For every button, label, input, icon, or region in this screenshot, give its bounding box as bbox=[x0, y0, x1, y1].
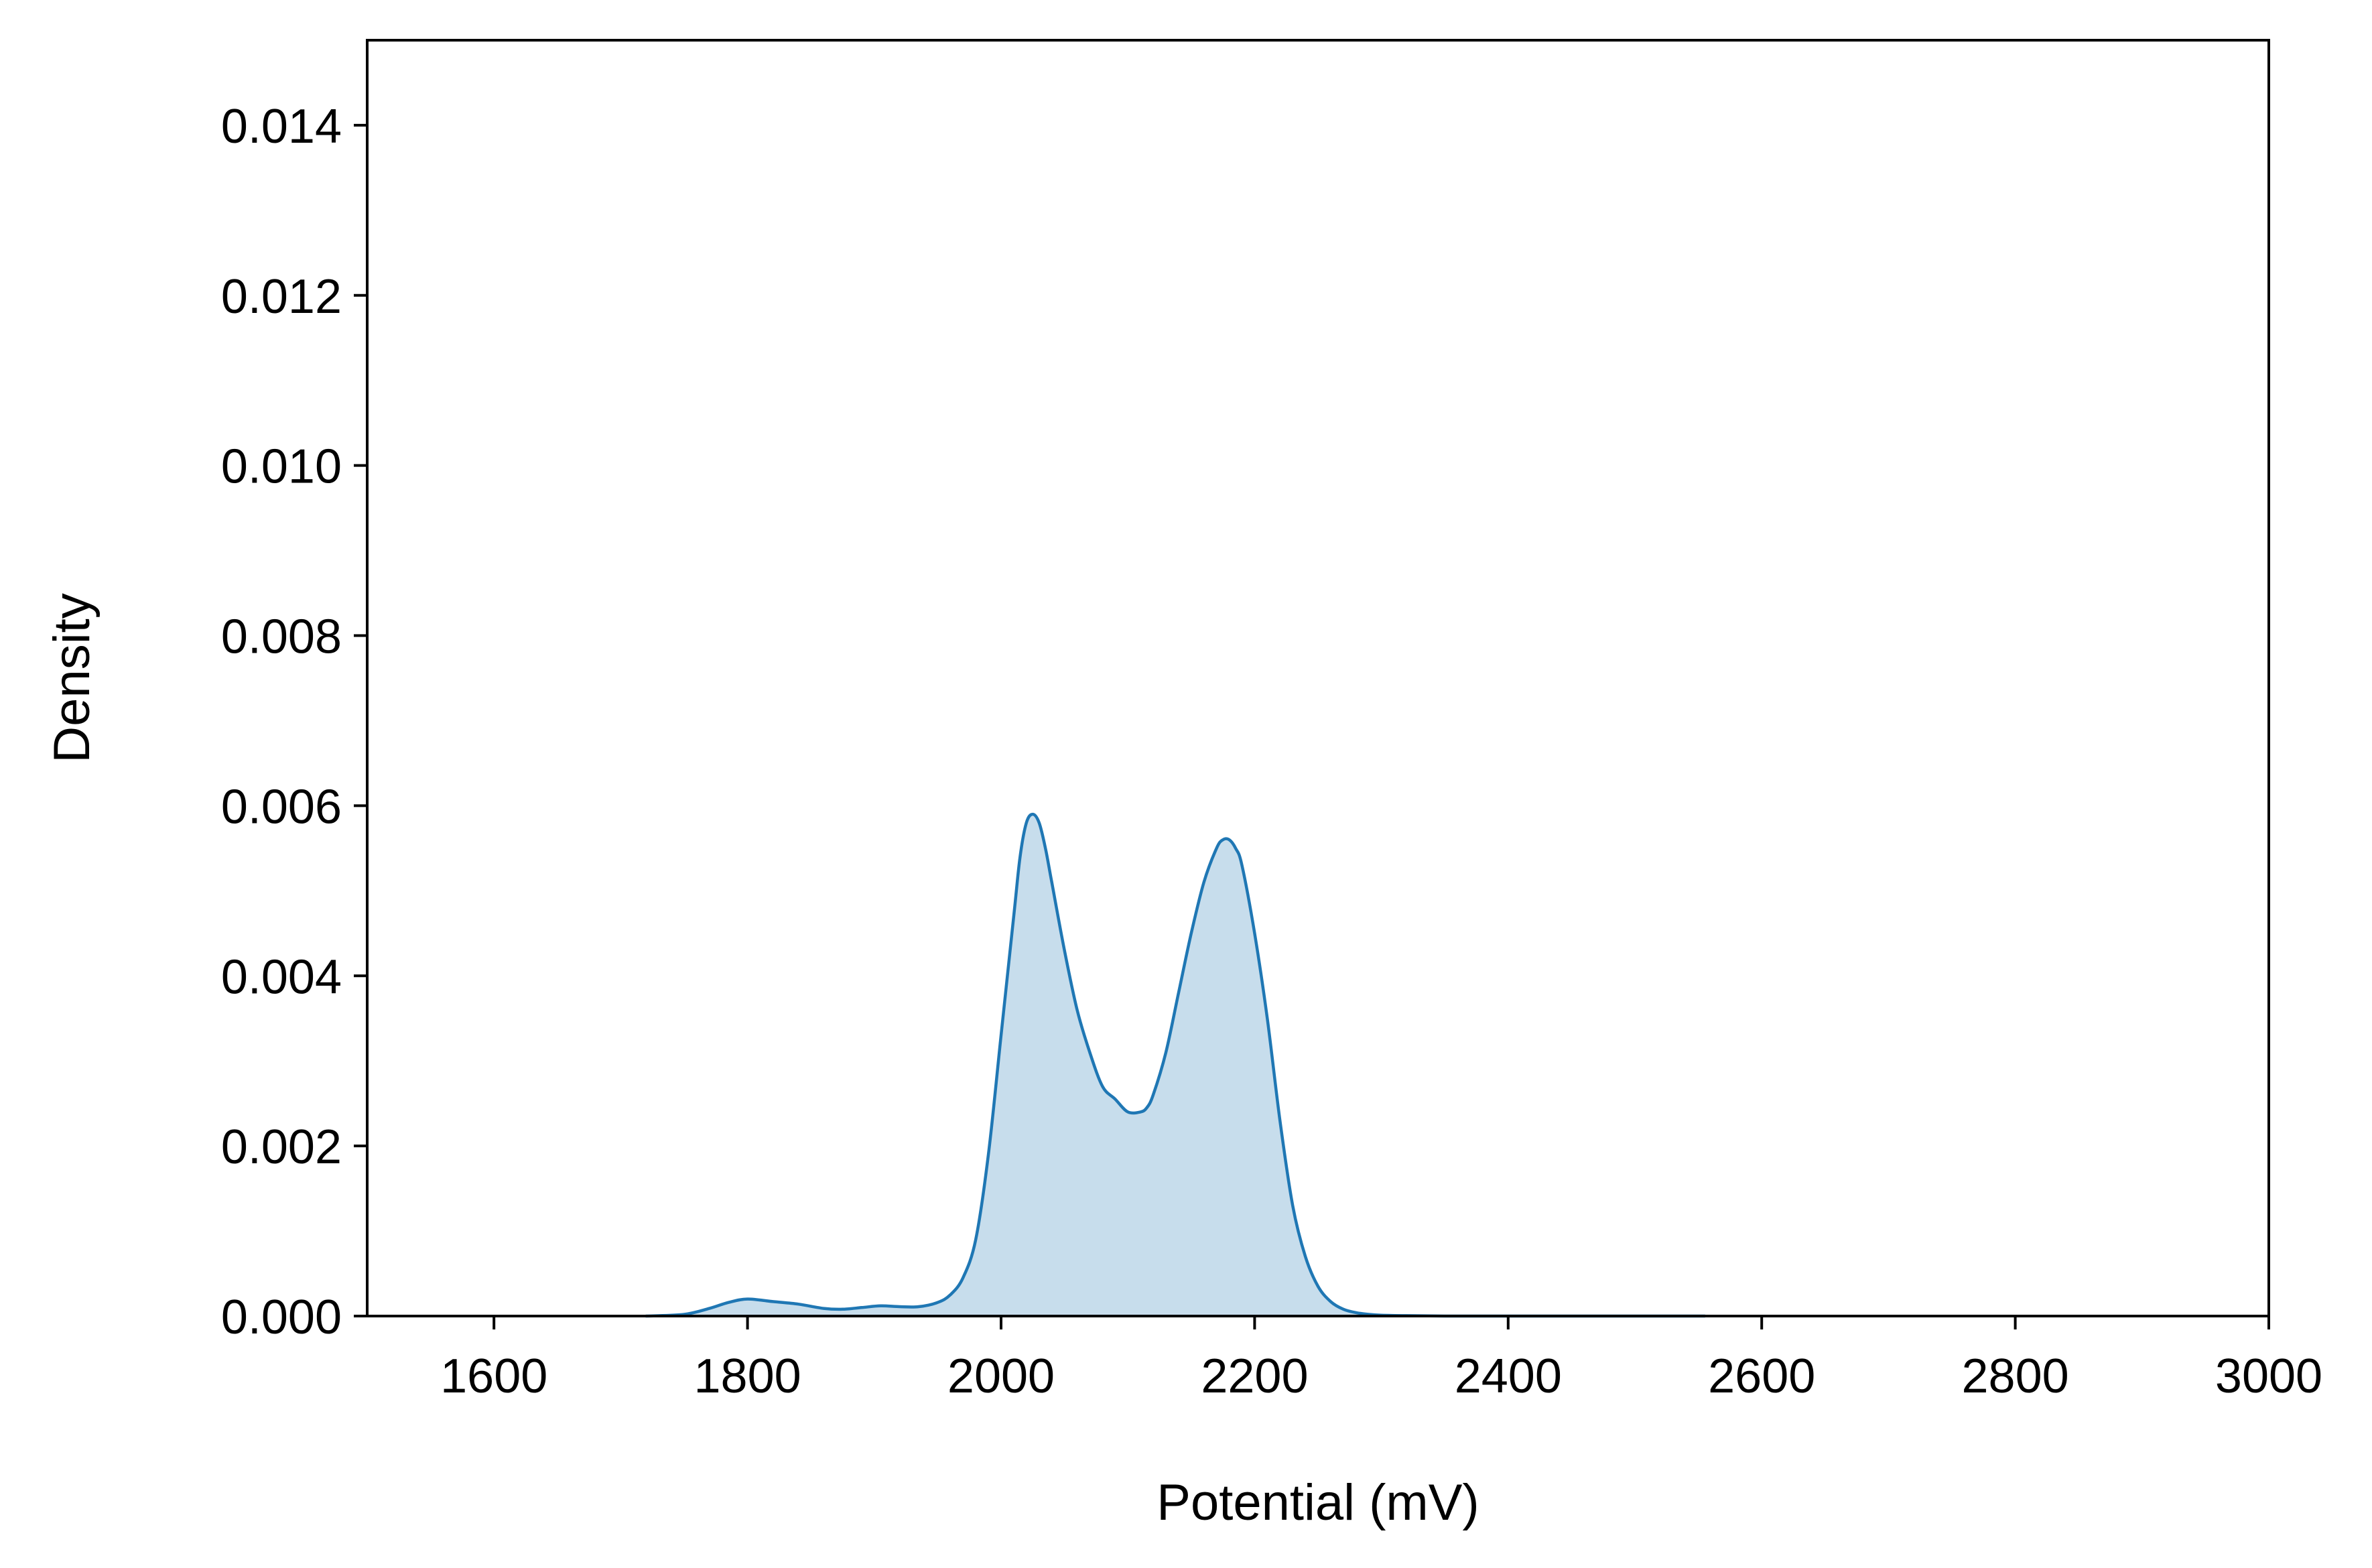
y-tick-label: 0.002 bbox=[221, 1120, 342, 1174]
x-tick-label: 2400 bbox=[1455, 1350, 1562, 1403]
x-tick-label: 1800 bbox=[694, 1350, 801, 1403]
x-axis-title: Potential (mV) bbox=[1157, 1474, 1479, 1531]
x-tick-label: 2000 bbox=[947, 1350, 1055, 1403]
y-tick-label: 0.012 bbox=[221, 270, 342, 324]
y-tick-label: 0.000 bbox=[221, 1291, 342, 1344]
y-axis-title: Density bbox=[44, 593, 101, 763]
y-axis: 0.000 0.002 0.004 0.006 0.008 0.010 0.012 0.014 bbox=[221, 100, 367, 1344]
plot-area bbox=[644, 812, 1707, 1318]
density-area-fill-0 bbox=[646, 814, 1705, 1316]
y-tick-label: 0.010 bbox=[221, 440, 342, 494]
x-tick-label: 1600 bbox=[440, 1350, 547, 1403]
y-tick-label: 0.014 bbox=[221, 100, 342, 153]
density-line-0 bbox=[644, 812, 1707, 1318]
x-tick-label: 2200 bbox=[1201, 1350, 1308, 1403]
x-axis: 1600 1800 2000 2200 2400 2600 2800 3000 bbox=[440, 1316, 2322, 1403]
x-tick-label: 2600 bbox=[1708, 1350, 1815, 1403]
axes-frame bbox=[366, 39, 2270, 1317]
y-tick-label: 0.008 bbox=[221, 610, 342, 664]
x-tick-label: 2800 bbox=[1962, 1350, 2069, 1403]
x-tick-label: 3000 bbox=[2215, 1350, 2322, 1403]
y-tick-label: 0.006 bbox=[221, 780, 342, 834]
y-tick-label: 0.004 bbox=[221, 950, 342, 1004]
